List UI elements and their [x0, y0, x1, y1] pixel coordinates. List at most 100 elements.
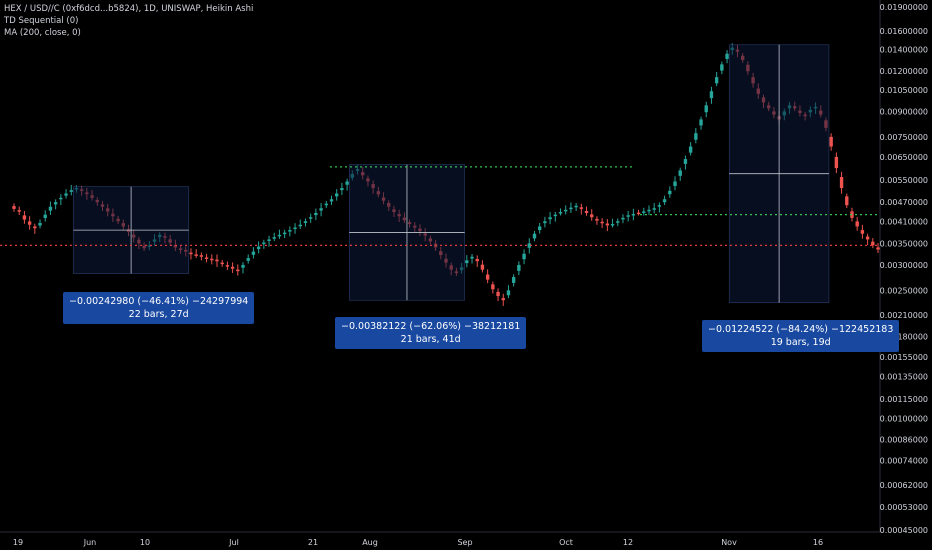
candle-body [865, 236, 870, 240]
candle-body [678, 170, 682, 176]
y-tick-label: 0.00250000 [880, 286, 928, 295]
candle-body [636, 212, 641, 215]
candle-body [215, 259, 219, 262]
candle-body [485, 274, 490, 280]
candle-body [480, 264, 485, 270]
y-tick-label: 0.00350000 [880, 239, 928, 248]
candle-body [626, 215, 630, 217]
candle-body [569, 207, 573, 210]
candle-body [699, 119, 703, 126]
y-tick-label: 0.00210000 [880, 311, 928, 320]
candle-body [314, 212, 318, 216]
candle-body [657, 205, 662, 207]
candle-body [647, 209, 651, 212]
candle-body [329, 199, 334, 202]
candle-body [652, 208, 656, 210]
y-tick-label: 0.00053000 [880, 503, 928, 512]
measure-label-1: −0.00242980 (−46.41%) −24297994 22 bars,… [63, 292, 255, 324]
measure-2-span: 21 bars, 41d [400, 334, 461, 345]
candle-body [277, 234, 282, 237]
candle-body [22, 215, 27, 220]
candle-body [340, 188, 344, 191]
candle-body [262, 242, 266, 245]
candle-body [876, 247, 880, 250]
x-tick-label: Oct [559, 538, 573, 547]
candle-body [288, 230, 292, 232]
x-tick-label: 16 [813, 538, 823, 547]
candle-body [834, 156, 839, 169]
y-tick-label: 0.00062000 [880, 481, 928, 490]
y-tick-label: 0.00750000 [880, 133, 928, 142]
symbol-title[interactable]: HEX / USD//C (0xf6dcd...b5824), 1D, UNIS… [4, 4, 254, 14]
candle-body [335, 193, 339, 197]
y-tick-label: 0.00410000 [880, 217, 928, 226]
candle-body [43, 214, 47, 219]
candle-body [506, 290, 511, 296]
candle-body [236, 269, 240, 272]
candle-body [267, 239, 271, 242]
candle-body [683, 159, 688, 164]
candle-body [298, 224, 302, 227]
candle-body [496, 291, 500, 297]
candle-body [48, 206, 53, 211]
chart-legend: HEX / USD//C (0xf6dcd...b5824), 1D, UNIS… [4, 3, 253, 39]
x-tick-label: 10 [140, 538, 150, 547]
x-tick-label: Jun [83, 538, 97, 547]
candle-body [642, 211, 646, 213]
candle-body [345, 181, 349, 185]
candle-body [631, 213, 636, 216]
candle-body [616, 221, 620, 223]
candle-body [595, 218, 599, 221]
td-sequential-label[interactable]: TD Sequential (0) [4, 16, 79, 26]
candle-body [668, 190, 672, 195]
candle-body [324, 203, 328, 206]
candle-body [537, 226, 542, 231]
candle-body [282, 232, 287, 235]
candle-body [230, 266, 235, 269]
candle-body [553, 214, 557, 217]
x-tick-label: Aug [362, 538, 378, 547]
candle-body [241, 264, 245, 268]
candle-body [543, 221, 547, 224]
measure-2-change: −0.00382122 (−62.06%) −38212181 [341, 321, 521, 332]
candle-body [199, 255, 204, 257]
candle-body [64, 193, 68, 196]
candle-body [871, 241, 875, 246]
y-tick-label: 0.01900000 [880, 3, 928, 12]
y-tick-label: 0.01600000 [880, 27, 928, 36]
y-tick-label: 0.00045000 [880, 526, 928, 535]
measure-3-change: −0.01224522 (−84.24%) −122452183 [708, 324, 894, 335]
candle-body [511, 277, 516, 283]
candle-body [210, 258, 214, 261]
candle-body [293, 227, 297, 230]
candle-body [725, 53, 729, 59]
candle-body [548, 217, 552, 220]
candle-body [688, 146, 693, 153]
candle-body [527, 243, 531, 248]
candle-body [38, 222, 42, 226]
y-tick-label: 0.00074000 [880, 456, 928, 465]
candle-body [251, 251, 256, 255]
candle-body [225, 265, 230, 267]
measure-3-span: 19 bars, 19d [770, 337, 831, 348]
candle-body [574, 205, 578, 208]
ma-label[interactable]: MA (200, close, 0) [4, 28, 81, 38]
candle-body [470, 256, 474, 259]
y-tick-label: 0.00900000 [880, 107, 928, 116]
candle-body [12, 206, 16, 209]
y-tick-label: 0.01200000 [880, 67, 928, 76]
x-tick-label: Sep [457, 538, 472, 547]
candle-body [53, 202, 58, 205]
candle-body [220, 262, 224, 265]
y-tick-label: 0.00115000 [880, 395, 928, 404]
candle-body [590, 214, 594, 218]
measure-label-3: −0.01224522 (−84.24%) −122452183 19 bars… [702, 320, 900, 352]
measure-label-2: −0.00382122 (−62.06%) −38212181 21 bars,… [335, 317, 527, 349]
y-tick-label: 0.01050000 [880, 86, 928, 95]
candle-body [517, 264, 521, 271]
candle-body [33, 226, 37, 229]
candle-body [709, 91, 714, 99]
candle-body [246, 258, 250, 261]
y-tick-label: 0.00086000 [880, 435, 928, 444]
